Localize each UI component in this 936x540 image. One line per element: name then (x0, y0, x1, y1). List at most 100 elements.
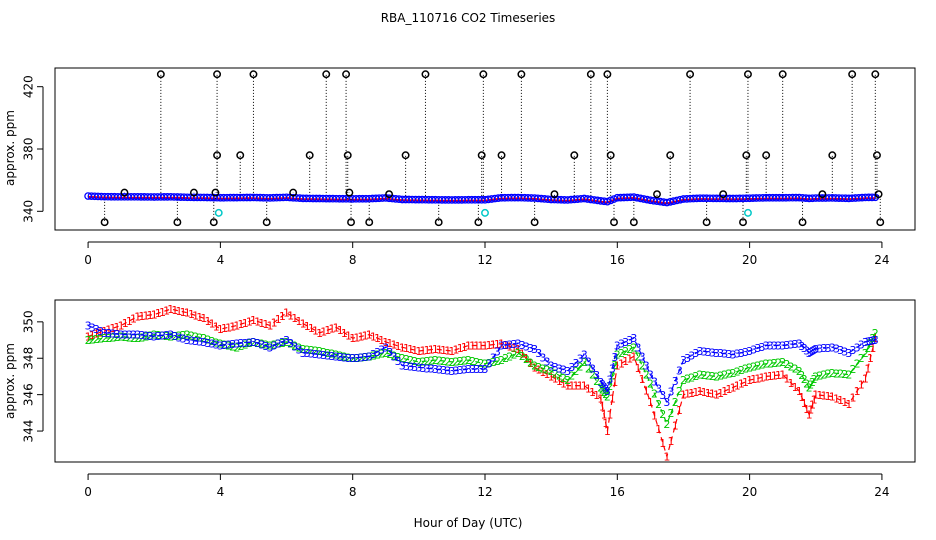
bottom-series-2-marker: 2 (448, 356, 455, 369)
bottom-series-3-marker: 3 (734, 348, 741, 361)
bottom-series-3-marker: 3 (494, 345, 501, 358)
bottom-series-3-marker: 3 (668, 385, 675, 398)
bottom-series-1-marker: 1 (506, 340, 513, 353)
bottom-series-1-marker: 1 (535, 364, 542, 377)
bottom-series-3-marker: 3 (742, 346, 749, 359)
chart-title: RBA_110716 CO2 Timeseries (381, 11, 556, 25)
bottom-series-2-marker: 2 (655, 398, 662, 411)
bottom-series-2-marker: 2 (593, 375, 600, 388)
bottom-series-2-marker: 2 (806, 381, 813, 394)
bottom-series-1-marker: 1 (142, 309, 149, 322)
bottom-series-3-marker: 3 (204, 337, 211, 350)
bottom-series-3-marker: 3 (279, 336, 286, 349)
top-plot-frame (54, 67, 916, 231)
bottom-series-3-marker: 3 (386, 346, 393, 359)
bottom-series-3-marker: 3 (444, 365, 451, 378)
bottom-series-3-marker: 3 (134, 329, 141, 342)
bottom-series-2-marker: 2 (809, 376, 816, 389)
bottom-series-1-marker: 1 (85, 330, 92, 343)
bottom-series-3-marker: 3 (829, 341, 836, 354)
bottom-series-3-marker: 3 (717, 347, 724, 360)
bottom-series-1-marker: 1 (105, 324, 112, 337)
bottom-series-2-marker: 2 (333, 349, 340, 362)
bottom-series-3-marker: 3 (564, 365, 571, 378)
bottom-series-1-marker: 1 (204, 315, 211, 328)
bottom-series-2-marker: 2 (180, 329, 187, 342)
bottom-series-1-marker: 1 (399, 341, 406, 354)
bottom-series-3-marker: 3 (787, 339, 794, 352)
top-spike-point (848, 70, 857, 79)
bottom-series-2-marker: 2 (295, 341, 302, 354)
bottom-series-3-marker: 3 (510, 338, 517, 351)
bottom-x-tick-label: 4 (217, 485, 225, 499)
bottom-series-1-marker: 1 (519, 348, 526, 361)
bottom-series-3-marker: 3 (611, 351, 618, 364)
bottom-series-1-marker: 1 (89, 329, 96, 342)
bottom-series-2-marker: 2 (829, 367, 836, 380)
bottom-series-2-marker: 2 (556, 370, 563, 383)
bottom-series-1-marker: 1 (176, 305, 183, 318)
bottom-series-3-marker: 3 (515, 338, 522, 351)
bottom-series-2-marker: 2 (676, 385, 683, 398)
bottom-series-3-marker: 3 (539, 351, 546, 364)
bottom-series-1-marker: 1 (626, 353, 633, 366)
bottom-series-3-marker: 3 (849, 344, 856, 357)
bottom-series-3-marker: 3 (295, 344, 302, 357)
bottom-series-1-marker: 1 (217, 323, 224, 336)
bottom-series-2-marker: 2 (498, 354, 505, 367)
bottom-series-2-marker: 2 (734, 365, 741, 378)
bottom-series-2-marker: 2 (604, 390, 611, 403)
bottom-series-3-marker: 3 (812, 343, 819, 356)
bottom-series-2-marker: 2 (233, 341, 240, 354)
bottom-series-3-marker: 3 (482, 363, 489, 376)
bottom-series-2-marker: 2 (370, 350, 377, 363)
bottom-series-3-marker: 3 (783, 339, 790, 352)
bottom-series-1-marker: 1 (862, 372, 869, 385)
bottom-series-1-marker: 1 (320, 325, 327, 338)
bottom-series-1-marker: 1 (432, 343, 439, 356)
bottom-series-3-marker: 3 (746, 345, 753, 358)
top-panel: 0 4 8 12 16 20 24 340 380 420 approx. ppm (3, 67, 916, 267)
bottom-series-3-marker: 3 (759, 341, 766, 354)
top-spike-point (702, 218, 711, 227)
bottom-series-3-marker: 3 (572, 357, 579, 370)
top-spike-point (828, 151, 837, 160)
bottom-series-1-marker: 1 (126, 315, 133, 328)
top-spike-point (249, 70, 258, 79)
bottom-series-2-marker: 2 (258, 338, 265, 351)
bottom-series-2-marker: 2 (807, 379, 814, 392)
bottom-series-1-marker: 1 (597, 392, 604, 405)
bottom-series-3-marker: 3 (225, 339, 232, 352)
bottom-series-3-marker: 3 (816, 343, 823, 356)
bottom-series-1-marker: 1 (821, 390, 828, 403)
bottom-series-1-marker: 1 (192, 309, 199, 322)
bottom-series-1-marker: 1 (444, 345, 451, 358)
bottom-series-2-marker: 2 (602, 388, 609, 401)
bottom-series-1-marker: 1 (440, 344, 447, 357)
bottom-series-2-marker: 2 (663, 418, 670, 431)
bottom-series-3-marker: 3 (308, 348, 315, 361)
bottom-series-2-marker: 2 (200, 332, 207, 345)
bottom-series-3-marker: 3 (577, 353, 584, 366)
bottom-series-1-marker: 1 (490, 339, 497, 352)
bottom-series-3-marker: 3 (867, 335, 874, 348)
bottom-series-2-marker: 2 (126, 331, 133, 344)
top-spike-point (719, 190, 728, 199)
bottom-series-2-marker: 2 (701, 369, 708, 382)
bottom-series-1-marker: 1 (763, 370, 770, 383)
bottom-series-3-marker: 3 (312, 348, 319, 361)
bottom-series-2-marker: 2 (564, 374, 571, 387)
bottom-series-1-marker: 1 (155, 307, 162, 320)
bottom-series-3-marker: 3 (304, 347, 311, 360)
bottom-series-3-marker: 3 (250, 336, 257, 349)
bottom-series-1-marker: 1 (806, 409, 813, 422)
bottom-series-1-marker: 1 (101, 325, 108, 338)
top-spike-point (365, 218, 374, 227)
bottom-series-3-marker: 3 (337, 351, 344, 364)
bottom-series-1-marker: 1 (775, 369, 782, 382)
bottom-series-3-marker: 3 (217, 340, 224, 353)
bottom-series-2-marker: 2 (176, 329, 183, 342)
bottom-series-1-marker: 1 (312, 324, 319, 337)
top-x-tick-label: 16 (610, 253, 625, 267)
bottom-series-1-marker: 1 (448, 345, 455, 358)
